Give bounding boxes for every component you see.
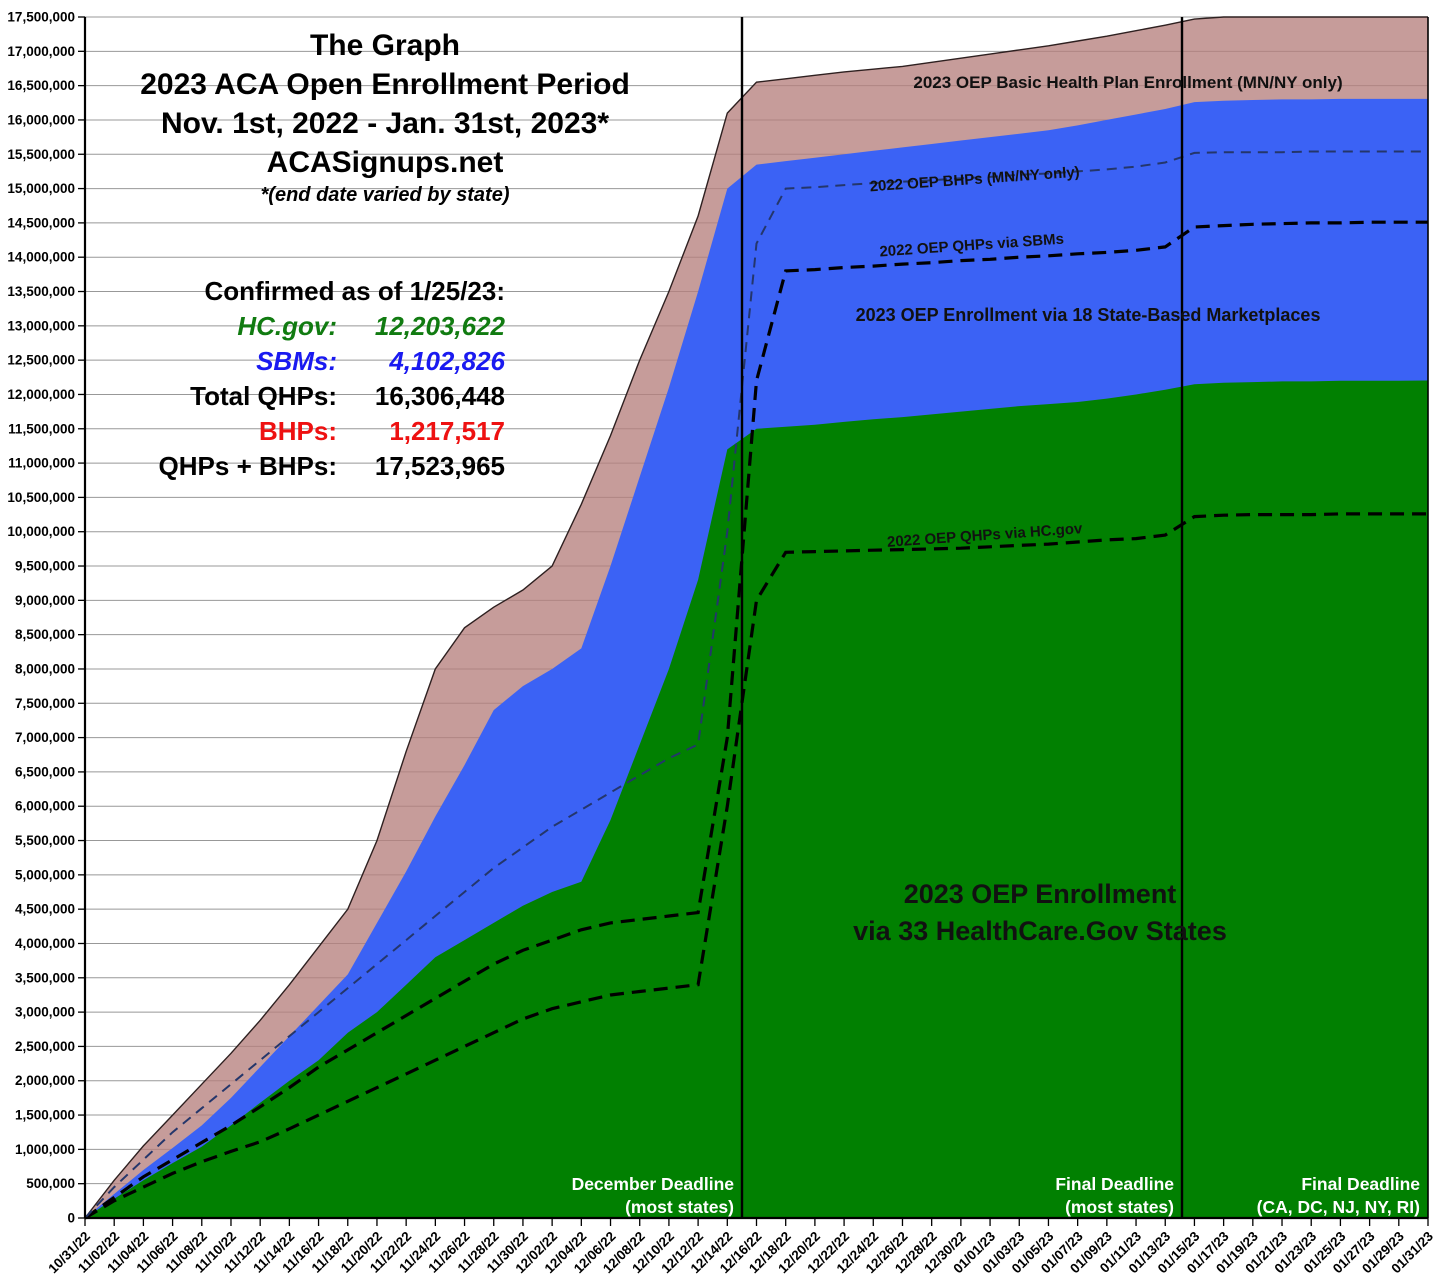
y-tick-label: 4,500,000 <box>15 902 75 917</box>
stats-label: HC.gov: <box>237 311 337 341</box>
area-2023-hcgov <box>85 380 1428 1218</box>
stats-value: 12,203,622 <box>374 311 505 341</box>
stats-label: BHPs: <box>258 416 337 446</box>
line-bhp2022 <box>84 150 1428 1219</box>
deadline-label-final-late-states: (CA, DC, NJ, NY, RI) <box>1257 1197 1420 1217</box>
chart-subtitle: 2023 ACA Open Enrollment Period <box>140 68 630 101</box>
y-tick-label: 16,500,000 <box>7 78 75 93</box>
y-tick-label: 15,500,000 <box>7 147 75 162</box>
deadline-label-december: (most states) <box>625 1197 734 1217</box>
chart-title: The Graph <box>309 29 460 62</box>
y-tick-label: 500,000 <box>26 1176 75 1191</box>
stats-block: Confirmed as of 1/25/23: HC.gov: 12,203,6… <box>103 274 505 484</box>
deadline-label-december: December Deadline <box>572 1174 735 1194</box>
y-tick-label: 17,500,000 <box>7 10 75 25</box>
y-axis-ticks <box>78 16 85 1219</box>
y-tick-label: 11,500,000 <box>8 421 75 436</box>
y-tick-label: 7,000,000 <box>15 730 75 745</box>
y-tick-label: 11,000,000 <box>8 456 75 471</box>
stats-row-4: QHPs + BHPs: 17,523,965 <box>103 449 505 484</box>
label-2023-sbm-text: 2023 OEP Enrollment via 18 State-Based M… <box>856 305 1321 325</box>
stats-row-1: SBMs: 4,102,826 <box>103 344 505 379</box>
y-tick-label: 3,000,000 <box>15 1005 75 1020</box>
site-name: ACASignups.net <box>266 146 504 179</box>
y-tick-label: 10,500,000 <box>7 490 75 505</box>
chart-date-range: Nov. 1st, 2022 - Jan. 31st, 2023* <box>160 107 610 140</box>
label-2023-sbm: 2023 OEP Enrollment via 18 State-Based M… <box>856 305 1321 325</box>
y-tick-label: 10,000,000 <box>7 524 75 539</box>
line-sbm2022 <box>84 220 1428 1220</box>
y-tick-label: 5,500,000 <box>15 833 75 848</box>
stats-label: QHPs + BHPs: <box>158 451 337 481</box>
y-tick-label: 17,000,000 <box>7 44 75 59</box>
y-tick-label: 13,500,000 <box>7 284 75 299</box>
y-tick-label: 2,500,000 <box>15 1039 75 1054</box>
y-tick-label: 5,000,000 <box>15 867 75 882</box>
date-footnote: *(end date varied by state) <box>260 184 510 206</box>
y-tick-label: 8,000,000 <box>15 661 75 676</box>
stats-value: 17,523,965 <box>374 451 505 481</box>
y-tick-label: 7,500,000 <box>15 696 75 711</box>
y-tick-label: 12,000,000 <box>7 387 75 402</box>
stats-label: SBMs: <box>256 346 337 376</box>
label-2023-hcgov-text: via 33 HealthCare.Gov States <box>853 916 1227 946</box>
stats-value: 16,306,448 <box>374 381 505 411</box>
stats-value: 1,217,517 <box>389 416 505 446</box>
label-2023-hcgov: 2023 OEP Enrollment via 33 HealthCare.Gov… <box>853 879 1227 946</box>
stats-row-3: BHPs: 1,217,517 <box>103 414 505 449</box>
x-axis-ticks <box>84 1218 1429 1226</box>
y-tick-label: 2,000,000 <box>15 1073 75 1088</box>
y-tick-label: 9,500,000 <box>15 559 75 574</box>
y-tick-label: 14,000,000 <box>7 250 75 265</box>
y-tick-label: 0 <box>67 1211 75 1226</box>
label-2023-hcgov-text: 2023 OEP Enrollment <box>904 879 1177 909</box>
stats-value: 4,102,826 <box>389 346 505 376</box>
y-tick-label: 13,000,000 <box>7 318 75 333</box>
stats-row-0: HC.gov: 12,203,622 <box>103 309 505 344</box>
stats-rows: HC.gov: 12,203,622 SBMs: 4,102,826 Total QHP… <box>103 309 505 484</box>
y-tick-label: 6,000,000 <box>15 799 75 814</box>
y-tick-label: 6,500,000 <box>15 764 75 779</box>
y-tick-label: 16,000,000 <box>7 112 75 127</box>
x-axis-labels: 10/31/2211/02/2211/04/2211/06/2211/08/22… <box>45 1228 1436 1276</box>
title-block: The Graph 2023 ACA Open Enrollment Perio… <box>85 26 685 208</box>
line-hcgov2022 <box>84 512 1428 1220</box>
bhp-top-outline <box>84 16 1428 1219</box>
y-tick-label: 1,000,000 <box>15 1142 75 1157</box>
y-tick-label: 8,500,000 <box>15 627 75 642</box>
y-tick-label: 15,000,000 <box>7 181 75 196</box>
y-tick-label: 1,500,000 <box>15 1108 75 1123</box>
label-2023-bhp-text: 2023 OEP Basic Health Plan Enrollment (M… <box>913 73 1342 92</box>
y-tick-label: 3,500,000 <box>15 970 75 985</box>
stats-heading: Confirmed as of 1/25/23: <box>204 276 505 306</box>
deadline-label-final-late-states: Final Deadline <box>1301 1174 1420 1194</box>
y-tick-label: 14,500,000 <box>7 215 75 230</box>
y-axis-labels: 0 500,000 1,000,000 1,500,000 2,000,000 2,500… <box>7 10 75 1226</box>
stats-row-2: Total QHPs: 16,306,448 <box>103 379 505 414</box>
y-tick-label: 4,000,000 <box>15 936 75 951</box>
deadline-label-final-most: (most states) <box>1065 1197 1174 1217</box>
label-2023-bhp: 2023 OEP Basic Health Plan Enrollment (M… <box>913 73 1342 92</box>
y-tick-label: 12,500,000 <box>7 353 75 368</box>
stats-label: Total QHPs: <box>190 381 337 411</box>
deadline-label-final-most: Final Deadline <box>1055 1174 1174 1194</box>
y-tick-label: 9,000,000 <box>15 593 75 608</box>
